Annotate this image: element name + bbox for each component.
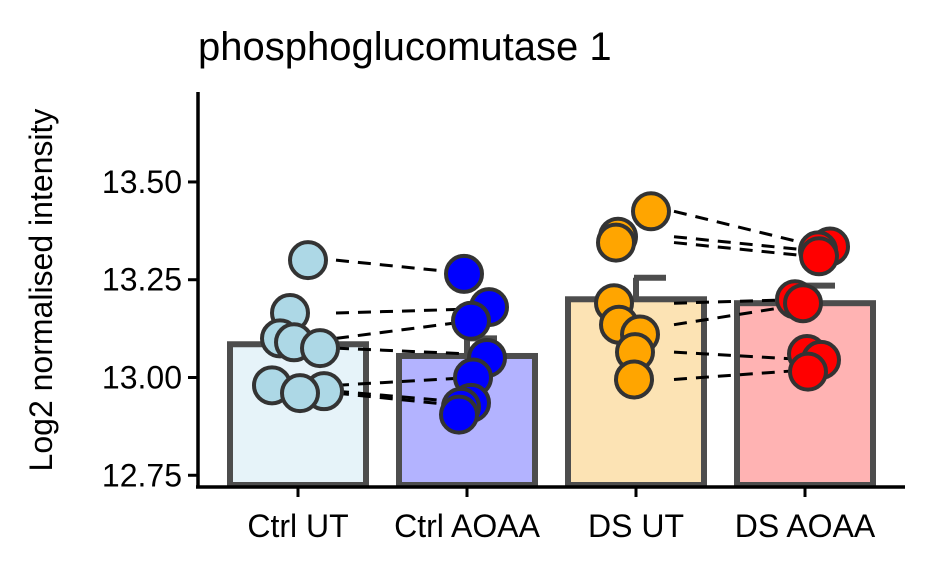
paired-line [673,368,811,381]
x-tick-label: DS UT [588,508,684,544]
axes-layer: 12.75 13.00 13.25 13.50 Ctrl UT Ctrl AOAA DS U… [102,92,905,544]
paired-line [335,375,473,387]
data-point [788,351,828,392]
data-point [451,300,491,341]
paired-line [335,346,473,356]
x-tick-label: Ctrl AOAA [394,508,540,544]
points-layer [252,191,850,435]
bars-layer [227,274,876,488]
chart-title: phosphoglucomutase 1 [198,25,612,69]
paired-line [335,307,473,315]
paired-line [673,241,811,258]
x-tick-label: Ctrl UT [247,508,348,544]
y-tick-label: 13.00 [102,359,182,395]
data-point [439,394,479,435]
paired-line [673,209,811,246]
y-tick-label: 13.50 [102,164,182,200]
data-point [596,222,636,263]
data-point [288,240,328,281]
y-tick-label: 12.75 [102,457,182,493]
data-point [444,253,484,294]
data-point [280,373,320,414]
x-tick-label: DS AOAA [735,508,876,544]
data-point [631,191,671,232]
bar-ds-aoaa [734,300,876,488]
paired-line [335,319,473,340]
data-point [300,328,340,369]
data-point [614,359,654,400]
data-point [799,236,839,277]
data-point [783,283,823,324]
paired-line [673,235,811,252]
paired-line [673,350,811,362]
y-tick-label: 13.25 [102,262,182,298]
y-axis-label: Log2 normalised intensity [23,109,59,472]
bar-ctrl-ut [227,341,369,488]
